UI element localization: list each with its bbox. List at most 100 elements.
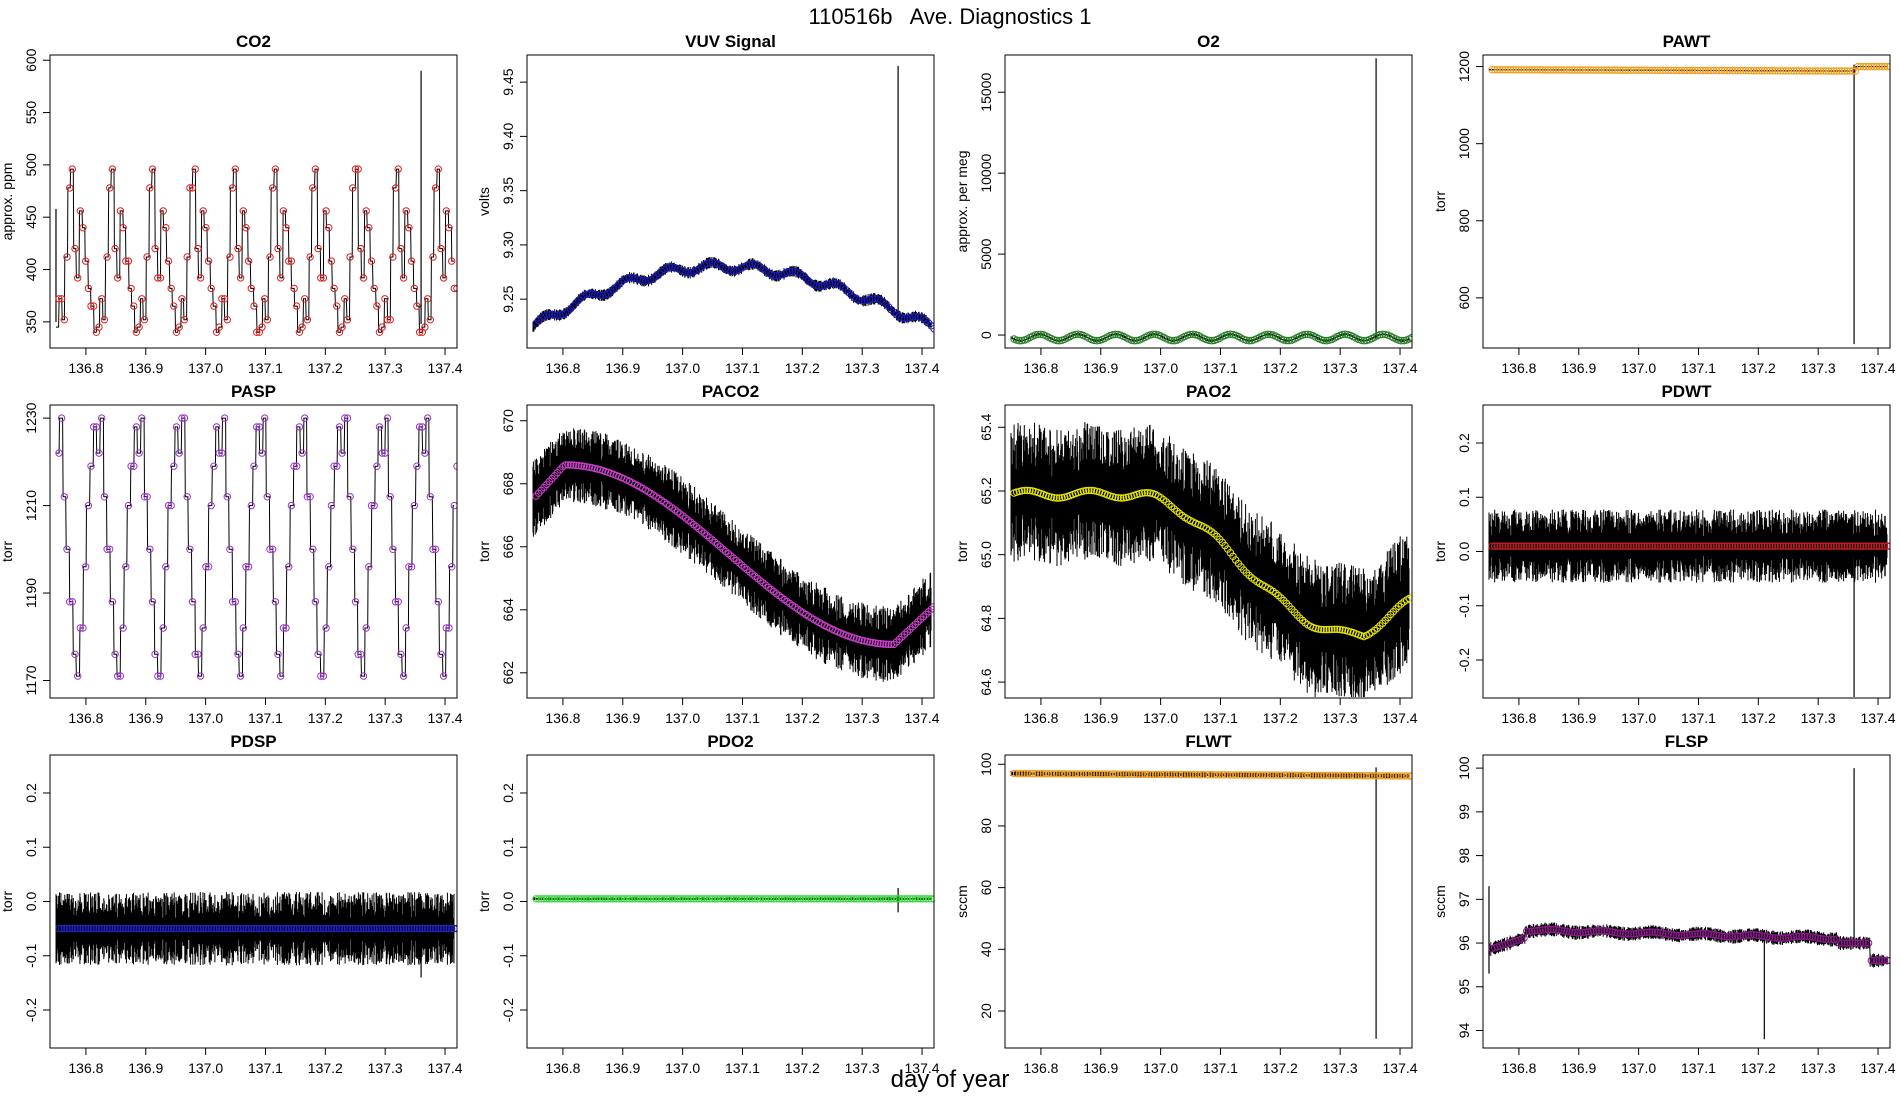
avg-point <box>1755 67 1763 75</box>
avg-point <box>780 895 789 903</box>
avg-point <box>1840 542 1849 550</box>
avg-point <box>1298 771 1307 779</box>
avg-point <box>1651 928 1659 936</box>
avg-point <box>1167 770 1176 779</box>
avg-point <box>911 312 919 321</box>
avg-point <box>354 650 362 658</box>
avg-point <box>1688 542 1697 550</box>
avg-point <box>322 924 330 933</box>
avg-point <box>1752 67 1761 75</box>
avg-point <box>1210 771 1219 779</box>
avg-point <box>1111 770 1120 778</box>
avg-point <box>1843 67 1852 75</box>
avg-point <box>818 282 826 290</box>
y-tick-label: 0.2 <box>1456 433 1472 453</box>
avg-point <box>1848 67 1857 75</box>
avg-point <box>90 423 98 431</box>
y-axis-label: torr <box>954 541 970 562</box>
avg-point <box>220 924 229 933</box>
avg-point <box>1819 67 1827 75</box>
avg-point <box>681 268 690 276</box>
avg-point <box>1806 933 1814 941</box>
x-tick-label: 136.8 <box>1501 360 1536 376</box>
avg-point <box>655 895 663 903</box>
avg-point <box>298 924 306 933</box>
avg-point <box>823 895 831 903</box>
avg-point <box>269 545 277 553</box>
avg-point <box>1293 771 1301 779</box>
avg-point <box>1755 931 1763 939</box>
avg-point <box>1183 770 1192 779</box>
avg-point <box>159 924 167 933</box>
avg-point <box>1504 66 1512 74</box>
avg-point <box>298 449 306 457</box>
avg-point <box>567 461 575 469</box>
avg-point <box>106 184 114 192</box>
avg-point <box>1520 66 1528 74</box>
avg-point <box>317 672 325 680</box>
avg-point <box>1680 931 1689 939</box>
avg-point <box>1587 66 1595 74</box>
avg-point <box>1878 956 1886 965</box>
avg-point <box>660 895 668 903</box>
avg-point <box>327 924 336 933</box>
avg-point <box>346 253 354 261</box>
avg-point <box>1408 772 1412 780</box>
x-tick-label: 137.1 <box>248 360 283 376</box>
avg-point <box>1683 542 1691 550</box>
avg-point <box>378 323 386 331</box>
avg-point <box>191 165 199 173</box>
avg-point <box>689 895 698 903</box>
avg-point <box>593 895 602 903</box>
avg-point <box>713 895 722 903</box>
avg-point <box>906 625 914 633</box>
avg-point <box>293 924 301 933</box>
avg-point <box>1704 930 1713 938</box>
avg-point <box>1707 930 1715 938</box>
plot-area <box>55 892 457 978</box>
avg-point <box>325 563 333 571</box>
avg-point <box>1026 486 1034 495</box>
avg-point <box>794 895 802 903</box>
avg-point <box>580 462 588 470</box>
avg-point <box>1232 771 1240 779</box>
avg-point <box>1159 770 1168 779</box>
panel-title: FLWT <box>1185 732 1232 751</box>
avg-point <box>585 895 594 903</box>
avg-point <box>607 288 615 296</box>
avg-point <box>1103 770 1112 778</box>
avg-point <box>1616 542 1624 550</box>
avg-point <box>1755 542 1763 550</box>
avg-point <box>1795 542 1803 550</box>
avg-point <box>1389 772 1398 780</box>
avg-point <box>434 165 442 173</box>
avg-point <box>1149 330 1157 338</box>
avg-point <box>1878 62 1886 71</box>
avg-point <box>1122 770 1130 778</box>
avg-point <box>1306 771 1315 779</box>
avg-point <box>132 423 141 431</box>
avg-point <box>1341 771 1349 780</box>
avg-point <box>239 207 248 215</box>
avg-point <box>1117 494 1125 502</box>
avg-point <box>1627 930 1635 938</box>
avg-point <box>170 924 178 933</box>
avg-point <box>287 924 296 933</box>
avg-point <box>405 563 413 571</box>
avg-point <box>164 501 173 510</box>
avg-point <box>721 895 730 903</box>
avg-point <box>442 624 450 632</box>
avg-point <box>1707 66 1715 75</box>
avg-point <box>266 924 274 933</box>
avg-point <box>448 563 456 571</box>
avg-point <box>1645 928 1654 936</box>
avg-point <box>146 545 154 553</box>
avg-point <box>1245 337 1253 345</box>
avg-point <box>293 302 301 310</box>
avg-point <box>234 924 242 933</box>
avg-point <box>66 184 74 192</box>
avg-point <box>1790 542 1798 550</box>
avg-point <box>553 895 561 903</box>
avg-point <box>1248 771 1256 779</box>
avg-point <box>1747 542 1755 550</box>
